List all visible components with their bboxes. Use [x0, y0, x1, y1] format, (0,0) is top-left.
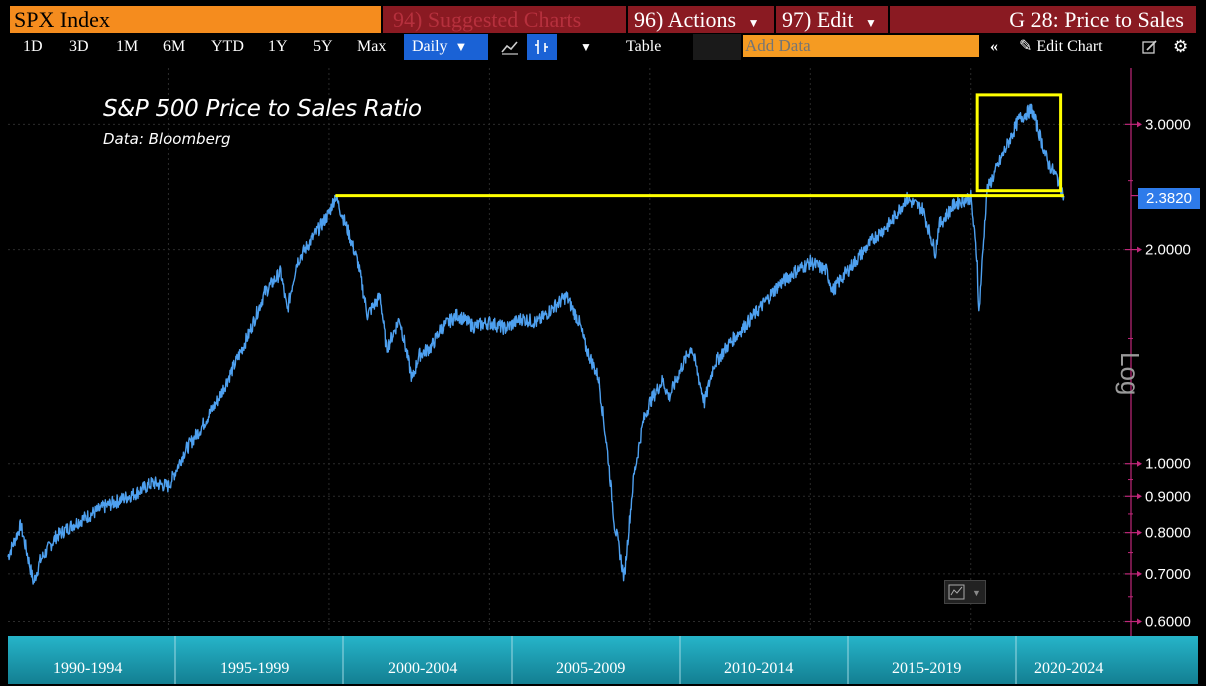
y-tick-arrow: [1137, 493, 1142, 500]
edit-label: 97) Edit: [782, 7, 854, 32]
frequency-label: Daily: [412, 38, 448, 55]
chart-type-dropdown-icon[interactable]: ▼: [580, 40, 592, 54]
frequency-dropdown[interactable]: Daily ▼: [404, 34, 488, 60]
period-label-1990-1994: 1990-1994: [53, 660, 123, 677]
suggested-charts-label: 94) Suggested Charts: [393, 7, 582, 32]
chart-mini-icon[interactable]: ▼: [944, 580, 986, 604]
edit-button[interactable]: 97) Edit ▼: [776, 6, 888, 33]
edit-chart-label: Edit Chart: [1036, 38, 1103, 55]
highlight-box: [975, 93, 1063, 193]
last-value-badge: 2.3820: [1138, 188, 1200, 209]
price-to-sales-series-line: [7, 103, 1065, 585]
range-ytd-button[interactable]: YTD: [211, 38, 244, 55]
y-tick-label: 2.0000: [1145, 242, 1191, 259]
y-tick-arrow: [1137, 246, 1142, 253]
period-label-2010-2014: 2010-2014: [724, 660, 794, 677]
chart-source: Data: Bloomberg: [103, 130, 231, 148]
pencil-icon: ✎: [1019, 38, 1033, 55]
suggested-charts-button[interactable]: 94) Suggested Charts: [383, 6, 626, 33]
y-tick-label: 0.8000: [1145, 525, 1191, 542]
svg-text:▼: ▼: [972, 588, 981, 598]
frequency-chevron-icon: ▼: [454, 39, 468, 54]
range-1m-button[interactable]: 1M: [116, 38, 139, 55]
collapse-chevrons-icon[interactable]: «: [990, 38, 998, 55]
range-1d-button[interactable]: 1D: [23, 38, 43, 55]
security-field[interactable]: SPX Index: [10, 6, 381, 33]
y-tick-arrow: [1137, 570, 1142, 577]
price-to-sales-chart: 3.0000 2.0000 1.0000 0.9000 0.8000 0.7000 0.60…: [7, 68, 1191, 636]
title-bar: SPX Index 94) Suggested Charts 96) Actio…: [0, 0, 1206, 34]
table-button[interactable]: Table: [626, 38, 662, 55]
y-tick-label: 0.9000: [1145, 488, 1191, 505]
y-tick-label: 3.0000: [1145, 116, 1191, 133]
actions-button[interactable]: 96) Actions ▼: [628, 6, 774, 33]
period-label-2015-2019: 2015-2019: [892, 660, 962, 677]
y-tick-arrow: [1137, 618, 1142, 625]
range-max-button[interactable]: Max: [357, 38, 387, 55]
candlestick-icon[interactable]: [527, 34, 557, 60]
period-label-1995-1999: 1995-1999: [220, 660, 290, 677]
y-tick-label: 1.0000: [1145, 456, 1191, 473]
y-tick-arrow: [1137, 460, 1142, 467]
range-5y-button[interactable]: 5Y: [313, 38, 333, 55]
chart-title-text: G 28: Price to Sales: [1009, 7, 1184, 32]
actions-label: 96) Actions: [634, 7, 737, 32]
toolbar: 1D 3D 1M 6M YTD 1Y 5Y Max Daily ▼ ▼ Tabl…: [0, 34, 1206, 60]
log-scale-label: Log: [1115, 352, 1145, 396]
actions-dropdown-icon: ▼: [747, 16, 760, 30]
edit-dropdown-icon: ▼: [865, 16, 877, 30]
y-tick-label: 0.7000: [1145, 566, 1191, 583]
period-label-2005-2009: 2005-2009: [556, 660, 626, 677]
y-tick-arrow: [1137, 121, 1142, 128]
time-axis-panel: [0, 636, 1206, 686]
blank-field: [693, 34, 741, 60]
add-data-input[interactable]: [743, 35, 979, 57]
chart-title: S&P 500 Price to Sales Ratio: [103, 96, 422, 122]
chart-area: 3.0000 2.0000 1.0000 0.9000 0.8000 0.7000 0.60…: [0, 60, 1206, 636]
period-label-2020-2024: 2020-2024: [1034, 660, 1104, 677]
range-6m-button[interactable]: 6M: [163, 38, 186, 55]
line-chart-icon[interactable]: [500, 34, 522, 60]
security-text: SPX Index: [14, 7, 110, 32]
range-3d-button[interactable]: 3D: [69, 38, 89, 55]
edit-chart-button[interactable]: ✎ Edit Chart: [1019, 34, 1103, 60]
settings-gear-icon[interactable]: ⚙: [1173, 37, 1189, 56]
annotate-icon[interactable]: [1142, 34, 1158, 60]
y-tick-arrow: [1137, 529, 1142, 536]
y-tick-label: 0.6000: [1145, 614, 1191, 631]
period-label-2000-2004: 2000-2004: [388, 660, 458, 677]
chart-title-field: G 28: Price to Sales: [890, 6, 1196, 33]
range-1y-button[interactable]: 1Y: [268, 38, 288, 55]
